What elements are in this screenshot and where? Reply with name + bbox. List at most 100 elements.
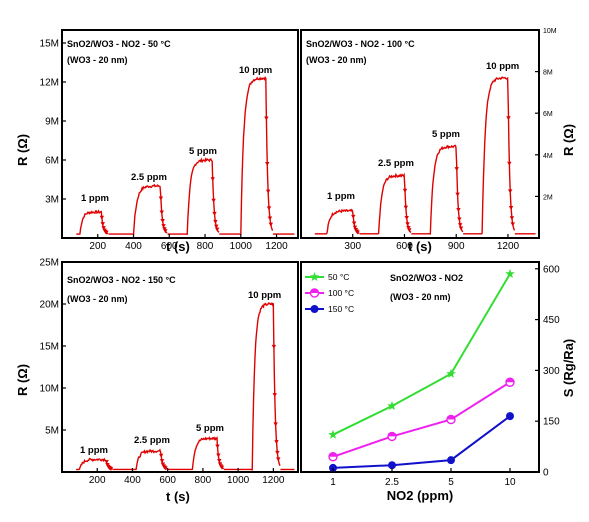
series-1-point-fill bbox=[388, 432, 396, 437]
decay-marker bbox=[214, 227, 220, 232]
decay-marker bbox=[160, 218, 165, 223]
panel-sensitivity-legend: 50 °C 100 °C 150 °C bbox=[305, 272, 354, 314]
series-1-point-fill bbox=[329, 452, 337, 457]
panel-50c-title: SnO2/WO3 - NO2 - 50 °C bbox=[67, 39, 171, 49]
decay-marker bbox=[100, 222, 105, 227]
panel-100c-annotation-2-5ppm: 2.5 ppm bbox=[378, 158, 414, 169]
panel-50c-annotation-2-5ppm: 2.5 ppm bbox=[131, 172, 167, 183]
decay-marker bbox=[266, 206, 272, 211]
y-tick-label: 3M bbox=[45, 195, 59, 206]
x-tick-label: 5 bbox=[448, 477, 454, 488]
decay-marker bbox=[272, 393, 277, 398]
panel-50c-ylabel: R (Ω) bbox=[15, 134, 30, 166]
decay-marker bbox=[508, 206, 514, 211]
x-tick-label: 1 bbox=[330, 477, 336, 488]
panel-sensitivity-frame bbox=[300, 261, 540, 473]
y-tick-label: 300 bbox=[543, 366, 560, 377]
decay-marker bbox=[163, 229, 168, 234]
decay-marker bbox=[217, 462, 223, 467]
decay-marker bbox=[159, 459, 165, 464]
panel-150c-ylabel: R (Ω) bbox=[15, 364, 30, 396]
decay-marker bbox=[264, 116, 269, 121]
y-tick-label: 5M bbox=[45, 426, 59, 437]
legend-label: 50 °C bbox=[328, 272, 349, 282]
panel-100c-ylabel: R (Ω) bbox=[561, 124, 576, 156]
decay-marker bbox=[457, 223, 463, 228]
y-tick-label: 9M bbox=[45, 117, 59, 128]
panel-150c-annotation-2-5ppm: 2.5 ppm bbox=[134, 435, 170, 446]
decay-marker bbox=[271, 344, 277, 349]
panel-100c-title: SnO2/WO3 - NO2 - 100 °C bbox=[306, 39, 415, 49]
response-pulse-2 bbox=[132, 183, 168, 235]
decay-marker bbox=[510, 222, 515, 227]
legend-label: 150 °C bbox=[328, 304, 354, 314]
decay-marker bbox=[455, 192, 460, 197]
decay-marker bbox=[214, 224, 219, 229]
decay-marker bbox=[213, 219, 218, 224]
x-tick-label: 400 bbox=[125, 241, 142, 252]
decay-marker bbox=[507, 189, 513, 194]
response-pulse-4 bbox=[251, 301, 281, 471]
decay-marker bbox=[219, 465, 225, 470]
x-tick-label: 1000 bbox=[230, 241, 253, 252]
x-tick-label: 1200 bbox=[497, 241, 520, 252]
decay-marker bbox=[507, 161, 512, 166]
decay-marker bbox=[161, 224, 166, 229]
decay-marker bbox=[267, 216, 273, 221]
decay-marker bbox=[276, 457, 281, 462]
y-tick-label: 600 bbox=[543, 264, 560, 275]
decay-marker bbox=[351, 221, 357, 226]
decay-marker bbox=[265, 162, 270, 167]
panel-sensitivity-xlabel: NO2 (ppm) bbox=[387, 488, 453, 503]
x-tick-label: 600 bbox=[396, 241, 413, 252]
decay-marker bbox=[509, 216, 515, 221]
x-tick-label: 1200 bbox=[262, 475, 285, 486]
panel-50c-xlabel: t (s) bbox=[166, 239, 190, 254]
decay-marker bbox=[104, 460, 109, 465]
panel-150c-title: SnO2/WO3 - NO2 - 150 °C bbox=[67, 275, 176, 285]
y-tick-label: 15M bbox=[40, 342, 59, 353]
decay-marker bbox=[275, 450, 280, 455]
decay-marker bbox=[216, 453, 221, 458]
decay-marker bbox=[99, 215, 105, 220]
panel-sensitivity-series bbox=[328, 268, 515, 472]
decay-marker bbox=[457, 217, 462, 222]
y-tick-label: 450 bbox=[543, 315, 560, 326]
x-tick-label: 2.5 bbox=[385, 477, 399, 488]
panel-150c-traces bbox=[76, 301, 295, 471]
decay-marker bbox=[158, 453, 164, 458]
y-tick-label: 6M bbox=[543, 111, 553, 118]
panel-50c-frame bbox=[61, 29, 299, 239]
decay-marker bbox=[403, 205, 409, 210]
y-tick-label: 10M bbox=[40, 384, 59, 395]
panel-sensitivity-subtitle: (WO3 - 20 nm) bbox=[390, 292, 451, 302]
panel-100c-xlabel: t (s) bbox=[408, 239, 432, 254]
panel-150c-subtitle: (WO3 - 20 nm) bbox=[67, 294, 128, 304]
legend-swatch-marker bbox=[310, 305, 319, 313]
response-pulse-4 bbox=[481, 76, 516, 234]
panel-100c-traces bbox=[314, 76, 536, 235]
decay-marker bbox=[456, 208, 461, 213]
decay-marker bbox=[159, 210, 164, 215]
y-tick-label: 15M bbox=[40, 39, 59, 50]
legend-label: 100 °C bbox=[328, 288, 354, 298]
decay-marker bbox=[108, 466, 114, 471]
series-0-point bbox=[446, 368, 456, 378]
response-pulse-3 bbox=[186, 157, 220, 235]
decay-marker bbox=[407, 228, 412, 233]
response-pulse-2 bbox=[377, 172, 412, 234]
x-tick-label: 900 bbox=[448, 241, 465, 252]
panel-150c-annotation-10ppm: 10 ppm bbox=[248, 290, 281, 301]
series-0-point bbox=[387, 401, 397, 410]
decay-marker bbox=[506, 116, 511, 121]
series-0-point bbox=[505, 268, 515, 278]
y-tick-label: 25M bbox=[40, 258, 59, 269]
decay-marker bbox=[163, 466, 168, 471]
decay-marker bbox=[405, 222, 410, 227]
series-2-point bbox=[388, 461, 396, 470]
series-line-2 bbox=[332, 415, 511, 469]
decay-marker bbox=[217, 459, 222, 464]
decay-marker bbox=[211, 198, 216, 203]
panel-50c-ticks: 200 400 600 800 1000 1200 3M 6M 9M 12M 15M bbox=[40, 39, 289, 253]
y-tick-label: 12M bbox=[40, 78, 59, 89]
